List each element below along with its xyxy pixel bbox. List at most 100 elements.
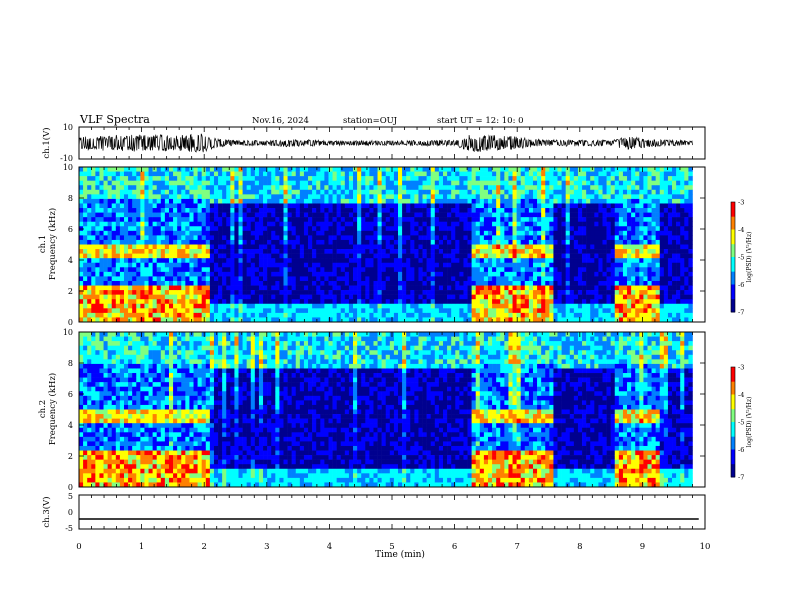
spectrogram-cell	[185, 312, 190, 318]
spectrogram-cell	[340, 317, 346, 323]
spectrogram-cell	[283, 185, 288, 191]
spectrogram-cell	[320, 285, 325, 291]
spectrogram-cell	[287, 208, 292, 213]
spectrogram-cell	[606, 312, 611, 318]
spectrogram-cell	[406, 217, 411, 223]
spectrogram-cell	[222, 249, 227, 254]
spectrogram-cell	[193, 294, 198, 300]
spectrogram-cell	[426, 308, 432, 314]
spectrogram-cell	[177, 262, 182, 268]
spectrogram-cell	[676, 212, 681, 218]
spectrogram-cell	[655, 271, 661, 277]
spectrogram-cell	[487, 258, 493, 264]
spectrogram-cell	[451, 198, 456, 204]
spectrogram-cell	[205, 239, 211, 245]
spectrogram-cell	[287, 317, 292, 323]
spectrogram-cell	[414, 221, 419, 227]
spectrogram-cell	[263, 244, 268, 250]
spectrogram-cell	[500, 185, 505, 191]
spectrogram-cell	[659, 194, 665, 200]
spectrogram-cell	[447, 303, 452, 309]
spectrogram-cell	[332, 290, 337, 295]
spectrogram-cell	[443, 253, 448, 259]
spectrogram-cell	[185, 290, 190, 295]
spectrogram-cell	[267, 180, 272, 186]
spectrogram-cell	[614, 212, 620, 218]
spectrogram-cell	[250, 221, 256, 227]
spectrogram-cell	[610, 294, 616, 300]
spectrogram-cell	[267, 239, 272, 245]
spectrogram-cell	[410, 303, 415, 309]
spectrogram-cell	[508, 171, 513, 177]
spectrogram-cell	[312, 217, 317, 223]
spectrogram-cell	[606, 194, 611, 200]
spectrogram-cell	[197, 303, 202, 309]
spectrogram-cell	[164, 299, 170, 305]
spectrogram-cell	[361, 276, 366, 282]
spectrogram-cell	[291, 189, 297, 195]
spectrogram-cell	[148, 171, 153, 177]
spectrogram-cell	[156, 208, 162, 213]
spectrogram-cell	[160, 221, 166, 227]
spectrogram-cell	[123, 194, 129, 200]
spectrogram-cell	[602, 285, 607, 291]
spectrogram-cell	[487, 312, 493, 318]
spectrogram-cell	[222, 226, 227, 232]
spectrogram-cell	[631, 167, 636, 172]
spectrogram-cell	[83, 203, 88, 209]
spectrogram-cell	[320, 221, 325, 227]
spectrogram-cell	[406, 167, 411, 172]
spectrogram-cell	[91, 258, 96, 264]
spectrogram-cell	[422, 180, 427, 186]
spectrogram-cell	[254, 176, 260, 181]
spectrogram-cell	[361, 308, 366, 314]
spectrogram-cell	[197, 208, 202, 213]
spectrogram-cell	[303, 280, 309, 286]
spectrogram-cell	[258, 239, 264, 245]
spectrogram-cell	[618, 180, 624, 186]
spectrogram-cell	[271, 176, 276, 181]
spectrogram-cell	[438, 235, 444, 241]
ch1-ytick-top: 10	[63, 123, 73, 132]
spectrogram-cell	[573, 249, 579, 254]
spectrogram-cell	[144, 299, 149, 305]
spectrogram-cell	[348, 258, 354, 264]
spectrogram-cell	[275, 239, 280, 245]
spectrogram-cell	[344, 285, 350, 291]
spectrogram-cell	[590, 299, 595, 305]
spectrogram-cell	[406, 180, 411, 186]
spectrogram-cell	[528, 280, 534, 286]
spectrogram-cell	[238, 262, 243, 268]
spectrogram-cell	[91, 198, 96, 204]
spectrogram-cell	[267, 189, 272, 195]
spectrogram-cell	[361, 185, 366, 191]
spectrogram-cell	[512, 276, 517, 282]
spectrogram-cell	[177, 244, 182, 250]
spectrogram-cell	[123, 212, 129, 218]
spectrogram-cell	[353, 221, 358, 227]
spectrogram-cell	[602, 221, 607, 227]
spectrogram-cell	[365, 276, 370, 282]
spectrogram-cell	[618, 212, 624, 218]
spectrogram-cell	[246, 212, 252, 218]
spectrogram-cell	[532, 285, 538, 291]
spectrogram-cell	[663, 244, 669, 250]
spectrogram-cell	[569, 226, 575, 232]
spectrogram-cell	[303, 189, 309, 195]
spectrogram-cell	[635, 271, 640, 277]
spectrogram-cell	[463, 294, 468, 300]
spectrogram-cell	[434, 249, 440, 254]
spectrogram-cell	[602, 290, 607, 295]
spectrogram-cell	[324, 285, 329, 291]
spectrogram-cell	[508, 294, 513, 300]
spectrogram-cell	[459, 312, 464, 318]
spectrogram-cell	[128, 253, 133, 259]
spectrogram-cell	[455, 217, 460, 223]
spectrogram-cell	[181, 258, 186, 264]
spectrogram-cell	[438, 249, 444, 254]
spectrogram-cell	[189, 258, 194, 264]
spectrogram-cell	[140, 285, 145, 291]
spectrogram-cell	[107, 180, 113, 186]
spectrogram-cell	[565, 290, 571, 295]
spectrogram-cell	[177, 180, 182, 186]
